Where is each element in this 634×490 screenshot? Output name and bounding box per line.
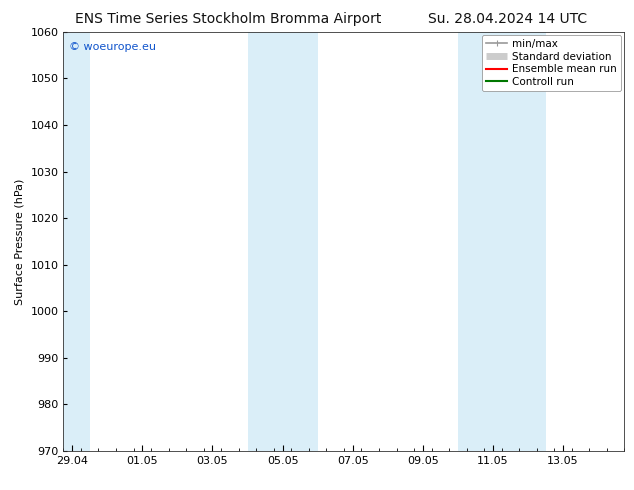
- Legend: min/max, Standard deviation, Ensemble mean run, Controll run: min/max, Standard deviation, Ensemble me…: [482, 35, 621, 91]
- Text: © woeurope.eu: © woeurope.eu: [69, 42, 156, 52]
- Y-axis label: Surface Pressure (hPa): Surface Pressure (hPa): [15, 178, 25, 304]
- Text: Su. 28.04.2024 14 UTC: Su. 28.04.2024 14 UTC: [428, 12, 586, 26]
- Text: ENS Time Series Stockholm Bromma Airport: ENS Time Series Stockholm Bromma Airport: [75, 12, 382, 26]
- Bar: [458, 32, 546, 451]
- Bar: [63, 32, 89, 451]
- Bar: [247, 32, 318, 451]
